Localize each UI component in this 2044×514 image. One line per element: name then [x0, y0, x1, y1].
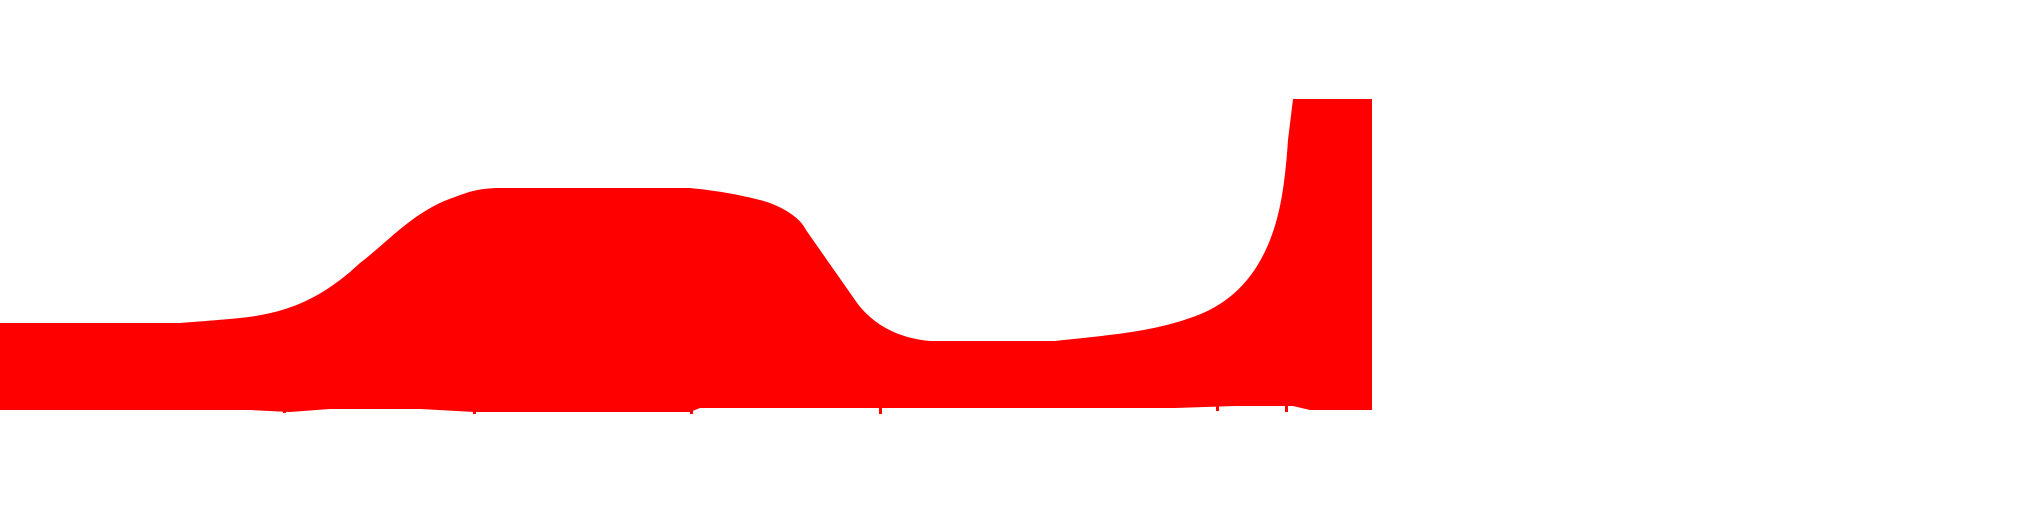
bottom-notch	[1216, 406, 1219, 411]
bottom-notch	[1285, 406, 1288, 412]
bottom-notch	[283, 408, 286, 413]
bottom-notch	[879, 408, 882, 414]
bottom-notch	[690, 408, 693, 414]
bottom-notch	[473, 408, 476, 414]
red-silhouette-shape	[0, 99, 1372, 412]
